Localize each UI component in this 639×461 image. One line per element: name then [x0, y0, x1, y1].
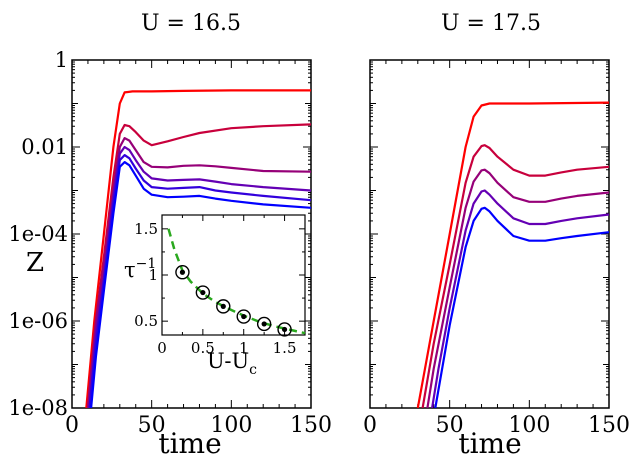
inset-x-axis-label: U-Uc [207, 349, 257, 378]
inset-point-ring [195, 285, 211, 300]
left-x-tick-label: 100 [210, 413, 252, 438]
inset-y-tick-label: 0.5 [134, 312, 158, 330]
left-panel: U = 16.5 0 50 100 150 1e-08 1e-06 1e-04 0.01 1 t… [8, 11, 332, 460]
left-y-tick-label: 0.01 [21, 135, 68, 159]
inset-point-ring [256, 316, 272, 332]
inset-points-group [175, 265, 292, 337]
right-panel-title: U = 17.5 [441, 11, 541, 36]
inset-y-axis-label-sup: −1 [136, 256, 157, 272]
left-y-tick-label: 1e-06 [8, 309, 68, 333]
left-x-axis-label: time [158, 427, 221, 460]
left-series-line-1 [85, 89, 311, 408]
right-plot-frame [369, 59, 610, 409]
left-series-group [85, 89, 311, 408]
inset-x-tick-label: 0.5 [191, 339, 215, 357]
inset-panel: 0 0.5 1 1.5 0.5 1 1.5 U-Uc τ−1 [124, 214, 306, 378]
inset-x-axis-label-sub: c [249, 362, 257, 378]
right-series-group [416, 101, 609, 408]
right-x-tick-label: 150 [588, 413, 630, 438]
right-panel: U = 17.5 0 50 100 150 time [363, 11, 630, 460]
inset-point-ring [175, 265, 190, 280]
right-x-axis-label: time [458, 427, 521, 460]
inset-y-tick-label: 1 [148, 266, 158, 284]
right-series-line-2 [421, 144, 609, 408]
inset-y-tick-label: 1.5 [134, 220, 158, 238]
inset-point-dot [261, 321, 267, 327]
right-x-tick-label: 100 [508, 413, 550, 438]
inset-point-dot [200, 289, 206, 296]
left-x-tick-label: 0 [65, 413, 79, 438]
left-y-tick-label: 1 [55, 48, 68, 72]
inset-x-tick-label: 1 [239, 339, 249, 357]
inset-point-ring [216, 299, 231, 314]
inset-point-ring [236, 309, 251, 324]
left-y-tick-label: 1e-04 [8, 222, 68, 246]
inset-point-dot [281, 326, 288, 333]
inset-x-tick-label: 0 [157, 339, 167, 357]
right-x-tick-label: 0 [363, 413, 377, 438]
inset-point-dot [220, 303, 226, 309]
inset-point-ring [277, 322, 292, 337]
left-series-line-5 [88, 154, 311, 408]
inset-background [162, 215, 305, 335]
right-x-tick-label: 50 [436, 413, 464, 438]
left-y-tick-label: 1e-08 [8, 396, 68, 420]
left-y-axis-label: Z [26, 248, 44, 278]
inset-y-axis-label-main: τ [124, 258, 136, 282]
right-series-line-4 [431, 189, 609, 408]
inset-x-axis-label-main: U-U [207, 349, 249, 373]
left-x-tick-label: 150 [290, 413, 332, 438]
inset-point-dot [179, 269, 186, 275]
right-axis-ticks: 0 50 100 150 [363, 60, 630, 438]
left-x-tick-label: 50 [138, 413, 166, 438]
left-series-line-6 [90, 161, 311, 408]
inset-point-dot [241, 313, 247, 320]
left-axis-ticks: 0 50 100 150 1e-08 1e-06 1e-04 0.01 1 [8, 48, 332, 438]
inset-x-tick-label: 1.5 [273, 339, 297, 357]
right-series-line-5 [434, 206, 609, 408]
inset-axis-ticks: 0 0.5 1 1.5 0.5 1 1.5 [134, 215, 306, 357]
left-series-line-2 [86, 123, 311, 408]
right-series-line-1 [416, 101, 609, 408]
inset-y-axis-label: τ−1 [124, 256, 156, 282]
left-panel-title: U = 16.5 [141, 11, 241, 36]
right-series-line-3 [426, 168, 609, 408]
